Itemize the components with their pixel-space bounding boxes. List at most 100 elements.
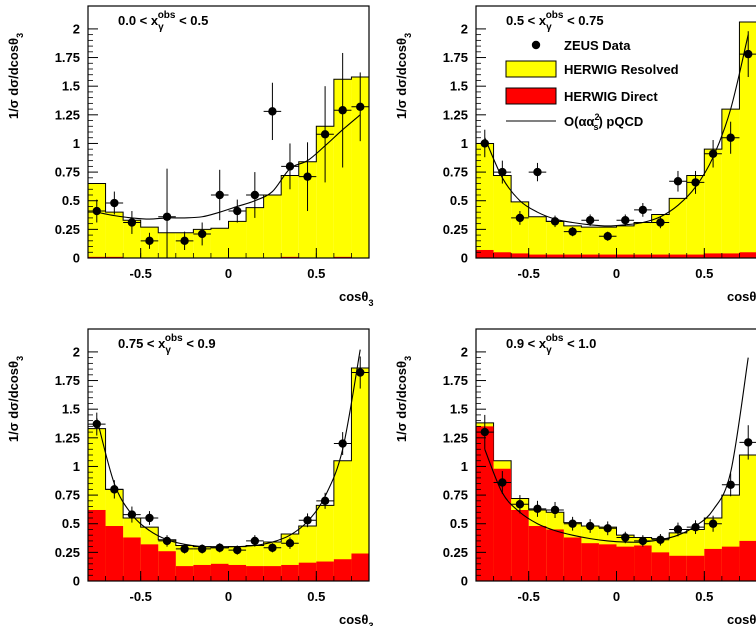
data-point	[215, 543, 224, 552]
data-point	[250, 536, 260, 546]
data-point	[603, 232, 612, 241]
plot-area	[88, 52, 369, 258]
resolved-bar	[281, 175, 299, 258]
y-tick-label: 1.5	[62, 402, 80, 417]
pqcd-curve	[484, 34, 749, 227]
x-axis-label: cosθ3	[727, 289, 756, 308]
data-point	[338, 106, 347, 115]
resolved-bar	[704, 149, 722, 258]
direct-bar	[669, 254, 687, 258]
data-point	[145, 236, 154, 246]
data-point	[533, 504, 542, 514]
y-tick-label: 0.75	[443, 488, 468, 503]
y-tick-label: 1	[461, 459, 468, 474]
direct-bar	[651, 552, 670, 581]
y-axis-label-main: 1/σ dσ/dcosθ	[6, 38, 21, 119]
x-tick-label: 0.5	[307, 266, 325, 281]
data-point	[568, 519, 577, 528]
data-point	[268, 107, 277, 116]
panel-label-sup: obs	[546, 333, 564, 344]
direct-bar	[511, 253, 529, 258]
panel-label-sub: γ	[158, 22, 164, 33]
x-tick-label: 0	[613, 589, 620, 604]
y-tick-label: 1	[73, 136, 80, 151]
resolved-bar	[563, 225, 582, 258]
resolved-bar	[739, 22, 756, 258]
direct-bar	[739, 252, 756, 258]
data-point	[233, 545, 242, 555]
x-tick-label: -0.5	[517, 589, 539, 604]
y-axis-label-sub: 3	[403, 356, 413, 361]
y-axis-label: 1/σ dσ/dcosθ3	[394, 356, 413, 442]
resolved-bar	[228, 221, 247, 258]
data-point	[533, 167, 542, 177]
direct-bar	[228, 564, 247, 581]
plot-area	[476, 21, 756, 258]
data-point	[480, 427, 489, 437]
y-tick-label: 0.25	[443, 545, 468, 560]
resolved-bar	[651, 214, 670, 258]
x-tick-label: 0	[225, 266, 232, 281]
y-axis-label: 1/σ dσ/dcosθ3	[6, 33, 25, 119]
y-tick-label: 0.75	[443, 165, 468, 180]
resolved-bar	[721, 109, 740, 258]
legend-pqcd-sub: s	[593, 122, 598, 132]
direct-bar	[581, 254, 599, 258]
direct-bar	[298, 562, 317, 581]
data-point	[197, 544, 207, 554]
panel-label-post: < 0.9	[183, 336, 216, 351]
direct-bar	[651, 254, 670, 258]
pqcd-curve	[96, 349, 361, 548]
panel-label-sub: γ	[546, 345, 552, 356]
y-tick-label: 0.5	[62, 516, 80, 531]
data-point	[673, 525, 683, 534]
data-point	[356, 368, 365, 377]
panel-2: 0 0.25 0.5 0.75 1 1.25 1.5 1.75 2 -0.5 0 0.5 0.5 < x…	[394, 5, 756, 308]
direct-bar	[210, 563, 229, 581]
direct-bar	[123, 537, 141, 581]
x-tick-label: 0	[225, 589, 232, 604]
data-point	[621, 533, 630, 542]
direct-bar	[563, 254, 582, 258]
data-point	[585, 216, 595, 225]
panel-label: 0.0 < xγobs < 0.5	[118, 10, 208, 33]
data-point	[744, 438, 753, 447]
resolved-bar	[493, 175, 512, 258]
data-point	[285, 162, 295, 171]
legend-direct-swatch	[505, 87, 557, 105]
data-point	[708, 149, 718, 158]
panel-label: 0.5 < xγobs < 0.75	[506, 10, 604, 33]
resolved-bar	[316, 126, 334, 258]
direct-bar	[721, 546, 740, 581]
x-axis-label-main: cosθ	[727, 289, 756, 304]
direct-bar	[686, 555, 705, 581]
legend-resolved-label: HERWIG Resolved	[564, 62, 679, 77]
direct-bar	[563, 537, 582, 581]
legend-zeus-label: ZEUS Data	[564, 38, 631, 53]
data-point	[656, 535, 665, 544]
pqcd-curve	[96, 114, 361, 220]
y-tick-label: 1.25	[443, 430, 468, 445]
y-tick-label: 1.75	[55, 50, 80, 65]
y-tick-label: 2	[73, 21, 80, 36]
x-tick-label: -0.5	[129, 266, 151, 281]
data-point	[638, 536, 648, 546]
data-point	[180, 544, 189, 554]
panel-label-pre: 0.0 < x	[118, 13, 159, 28]
y-tick-label: 0.25	[443, 222, 468, 237]
resolved-bar	[616, 225, 635, 258]
data-point	[250, 190, 260, 200]
y-axis-label-sub: 3	[15, 356, 25, 361]
data-point	[603, 524, 612, 533]
y-tick-label: 0.5	[62, 193, 80, 208]
panel-label-post: < 0.75	[563, 13, 603, 28]
y-tick-label: 1.5	[450, 402, 468, 417]
direct-bar	[634, 545, 652, 581]
data-point	[162, 212, 172, 221]
data-point	[656, 218, 665, 227]
data-point	[515, 213, 525, 223]
direct-bar	[193, 564, 211, 581]
panel-label-post: < 1.0	[563, 336, 596, 351]
panel-label-post: < 0.5	[175, 13, 208, 28]
direct-bar	[140, 544, 159, 581]
